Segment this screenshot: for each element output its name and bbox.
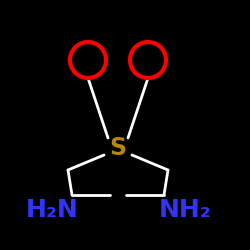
- Circle shape: [130, 42, 166, 78]
- Text: S: S: [110, 136, 126, 160]
- Text: NH₂: NH₂: [159, 198, 212, 222]
- Circle shape: [70, 42, 106, 78]
- Text: H₂N: H₂N: [26, 198, 78, 222]
